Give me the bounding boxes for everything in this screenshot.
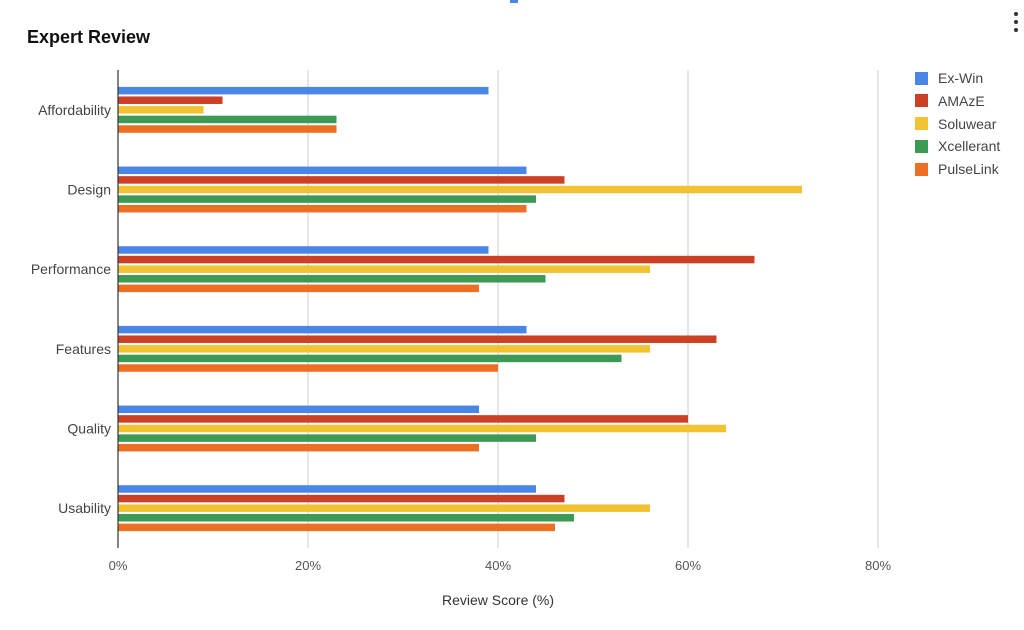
more-vert-icon[interactable]	[1010, 10, 1022, 34]
bar	[118, 255, 755, 264]
category-label: Design	[67, 182, 111, 198]
legend-item[interactable]: AMAzE	[915, 91, 1000, 111]
legend-label: PulseLink	[938, 161, 999, 178]
legend-item[interactable]: Xcellerant	[915, 136, 1000, 156]
category-label: Features	[56, 341, 111, 357]
category-label: Affordability	[38, 102, 111, 118]
bar	[118, 354, 622, 363]
bar-chart: 0% 20% 40% 60% 80% Affordability Design Perform…	[31, 70, 891, 608]
chart-title: Expert Review	[27, 27, 151, 47]
bar	[118, 106, 204, 114]
category-label: Usability	[58, 500, 111, 516]
bar	[118, 504, 650, 512]
bar	[118, 325, 527, 334]
legend-swatch	[915, 162, 928, 176]
legend-label: Ex-Win	[938, 70, 984, 86]
legend-swatch	[915, 94, 928, 108]
x-tick-label: 40%	[485, 558, 511, 573]
bar	[118, 405, 479, 414]
legend-label: AMAzE	[938, 92, 985, 109]
bar	[118, 185, 802, 194]
x-tick-label: 20%	[295, 558, 321, 573]
legend-swatch	[915, 117, 928, 131]
bar	[118, 265, 650, 273]
bar	[118, 485, 536, 493]
legend-swatch	[915, 71, 928, 85]
bar	[118, 204, 527, 213]
bar	[118, 345, 650, 353]
x-tick-label: 80%	[865, 558, 891, 573]
bar	[118, 284, 479, 293]
legend-swatch	[915, 139, 928, 153]
bar	[118, 246, 489, 254]
bar	[118, 415, 688, 423]
bar	[118, 514, 574, 522]
bar	[118, 275, 546, 283]
bar	[118, 424, 726, 433]
legend-item[interactable]: PulseLink	[915, 159, 1000, 179]
bar	[118, 443, 479, 452]
bar	[118, 364, 498, 372]
bar	[118, 86, 489, 95]
legend-label: Soluwear	[938, 115, 997, 132]
x-axis-title: Review Score (%)	[442, 592, 554, 608]
legend-label: Xcellerant	[938, 138, 1001, 155]
top-edge-marker	[510, 0, 518, 3]
bar	[118, 494, 565, 503]
legend-item[interactable]: Ex-Win	[915, 68, 1000, 88]
bar	[118, 176, 565, 184]
bar	[118, 195, 536, 203]
bar	[118, 115, 337, 124]
legend: Ex-Win AMAzE Soluwear Xcellerant PulseLink	[915, 68, 1000, 182]
x-tick-label: 60%	[675, 558, 701, 573]
legend-item[interactable]: Soluwear	[915, 114, 1000, 134]
bar	[118, 166, 527, 175]
bar	[118, 434, 536, 442]
category-label: Performance	[31, 261, 111, 277]
bar	[118, 335, 717, 343]
category-label: Quality	[67, 421, 111, 437]
bar	[118, 523, 555, 532]
bar	[118, 125, 337, 133]
bar	[118, 96, 223, 104]
x-tick-label: 0%	[109, 558, 128, 573]
